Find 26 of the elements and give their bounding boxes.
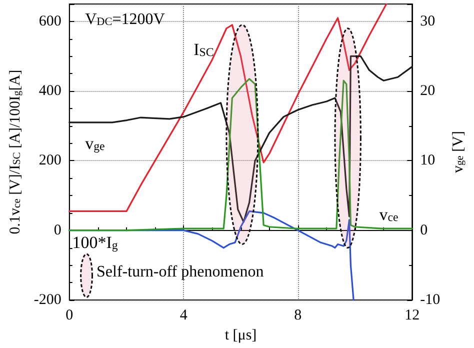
y-tick-label: 200 <box>38 152 62 169</box>
line-series <box>68 3 388 212</box>
series-label: vce <box>379 205 398 224</box>
x-tick-label: 12 <box>404 308 420 324</box>
annotation: VDC=1200V <box>85 11 166 28</box>
y-axis-title: 0.1vce [V]/ISC [A]/100Ig[A] <box>8 70 24 234</box>
y-tick-label: 0 <box>54 222 62 238</box>
y2-tick-label: 20 <box>420 83 436 100</box>
line-series <box>68 78 413 232</box>
y-tick-label: 400 <box>38 83 62 100</box>
x-tick-label: 4 <box>180 308 188 324</box>
series-label: vge <box>85 134 105 153</box>
series-label: 100*Ig <box>72 233 118 252</box>
x-axis-title: t [μs] <box>224 328 257 344</box>
annotation: Self-turn-off phenomenon <box>96 264 264 281</box>
x-tick-label: 0 <box>66 308 74 324</box>
y-tick-label: -200 <box>34 292 62 308</box>
x-tick-label: 8 <box>294 308 302 324</box>
y2-tick-label: -10 <box>420 292 440 308</box>
y-tick-label: 600 <box>38 13 62 30</box>
y2-axis-title: vge [V] <box>450 131 466 173</box>
line-series <box>68 55 413 223</box>
y2-tick-label: 10 <box>420 152 436 169</box>
y2-tick-label: 30 <box>420 13 436 30</box>
series-label: ISC <box>194 40 214 59</box>
y2-tick-label: 0 <box>420 222 428 238</box>
